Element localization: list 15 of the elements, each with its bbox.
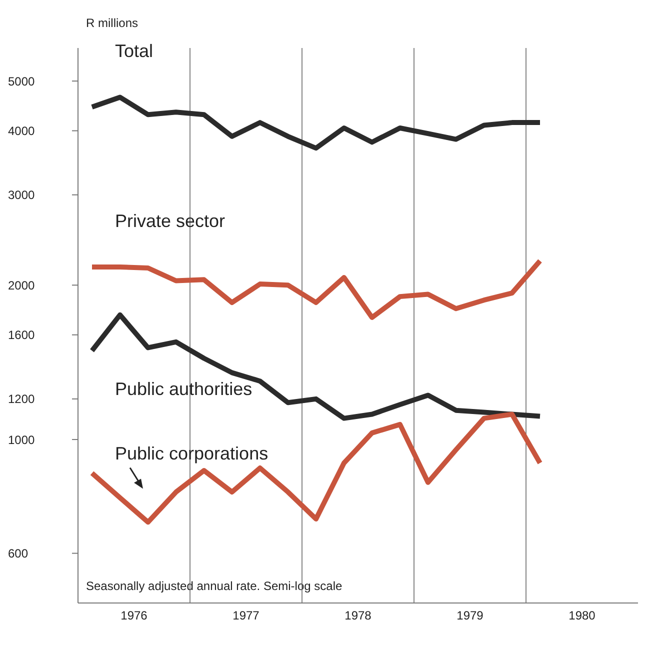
y-tick-label: 5000 <box>8 74 36 88</box>
y-tick-label: 1600 <box>8 328 36 342</box>
x-tick-label: 1976 <box>120 608 148 623</box>
y-tick-label: 600 <box>8 546 28 561</box>
x-tick-label: 1979 <box>456 608 484 623</box>
text: Total <box>115 41 154 62</box>
x-tick-label: 1977 <box>232 608 260 623</box>
y-tick-label: 1200 <box>8 392 36 406</box>
y-tick-label: 1000 <box>8 432 36 447</box>
x-tick-label: 1978 <box>344 608 372 623</box>
x-tick-label: 1980 <box>568 608 596 623</box>
y-tick-label: 4000 <box>8 124 36 138</box>
y-tick-label: 3000 <box>8 188 36 202</box>
y-axis-title: R millions <box>86 16 138 30</box>
y-tick-label: 2000 <box>8 278 36 292</box>
